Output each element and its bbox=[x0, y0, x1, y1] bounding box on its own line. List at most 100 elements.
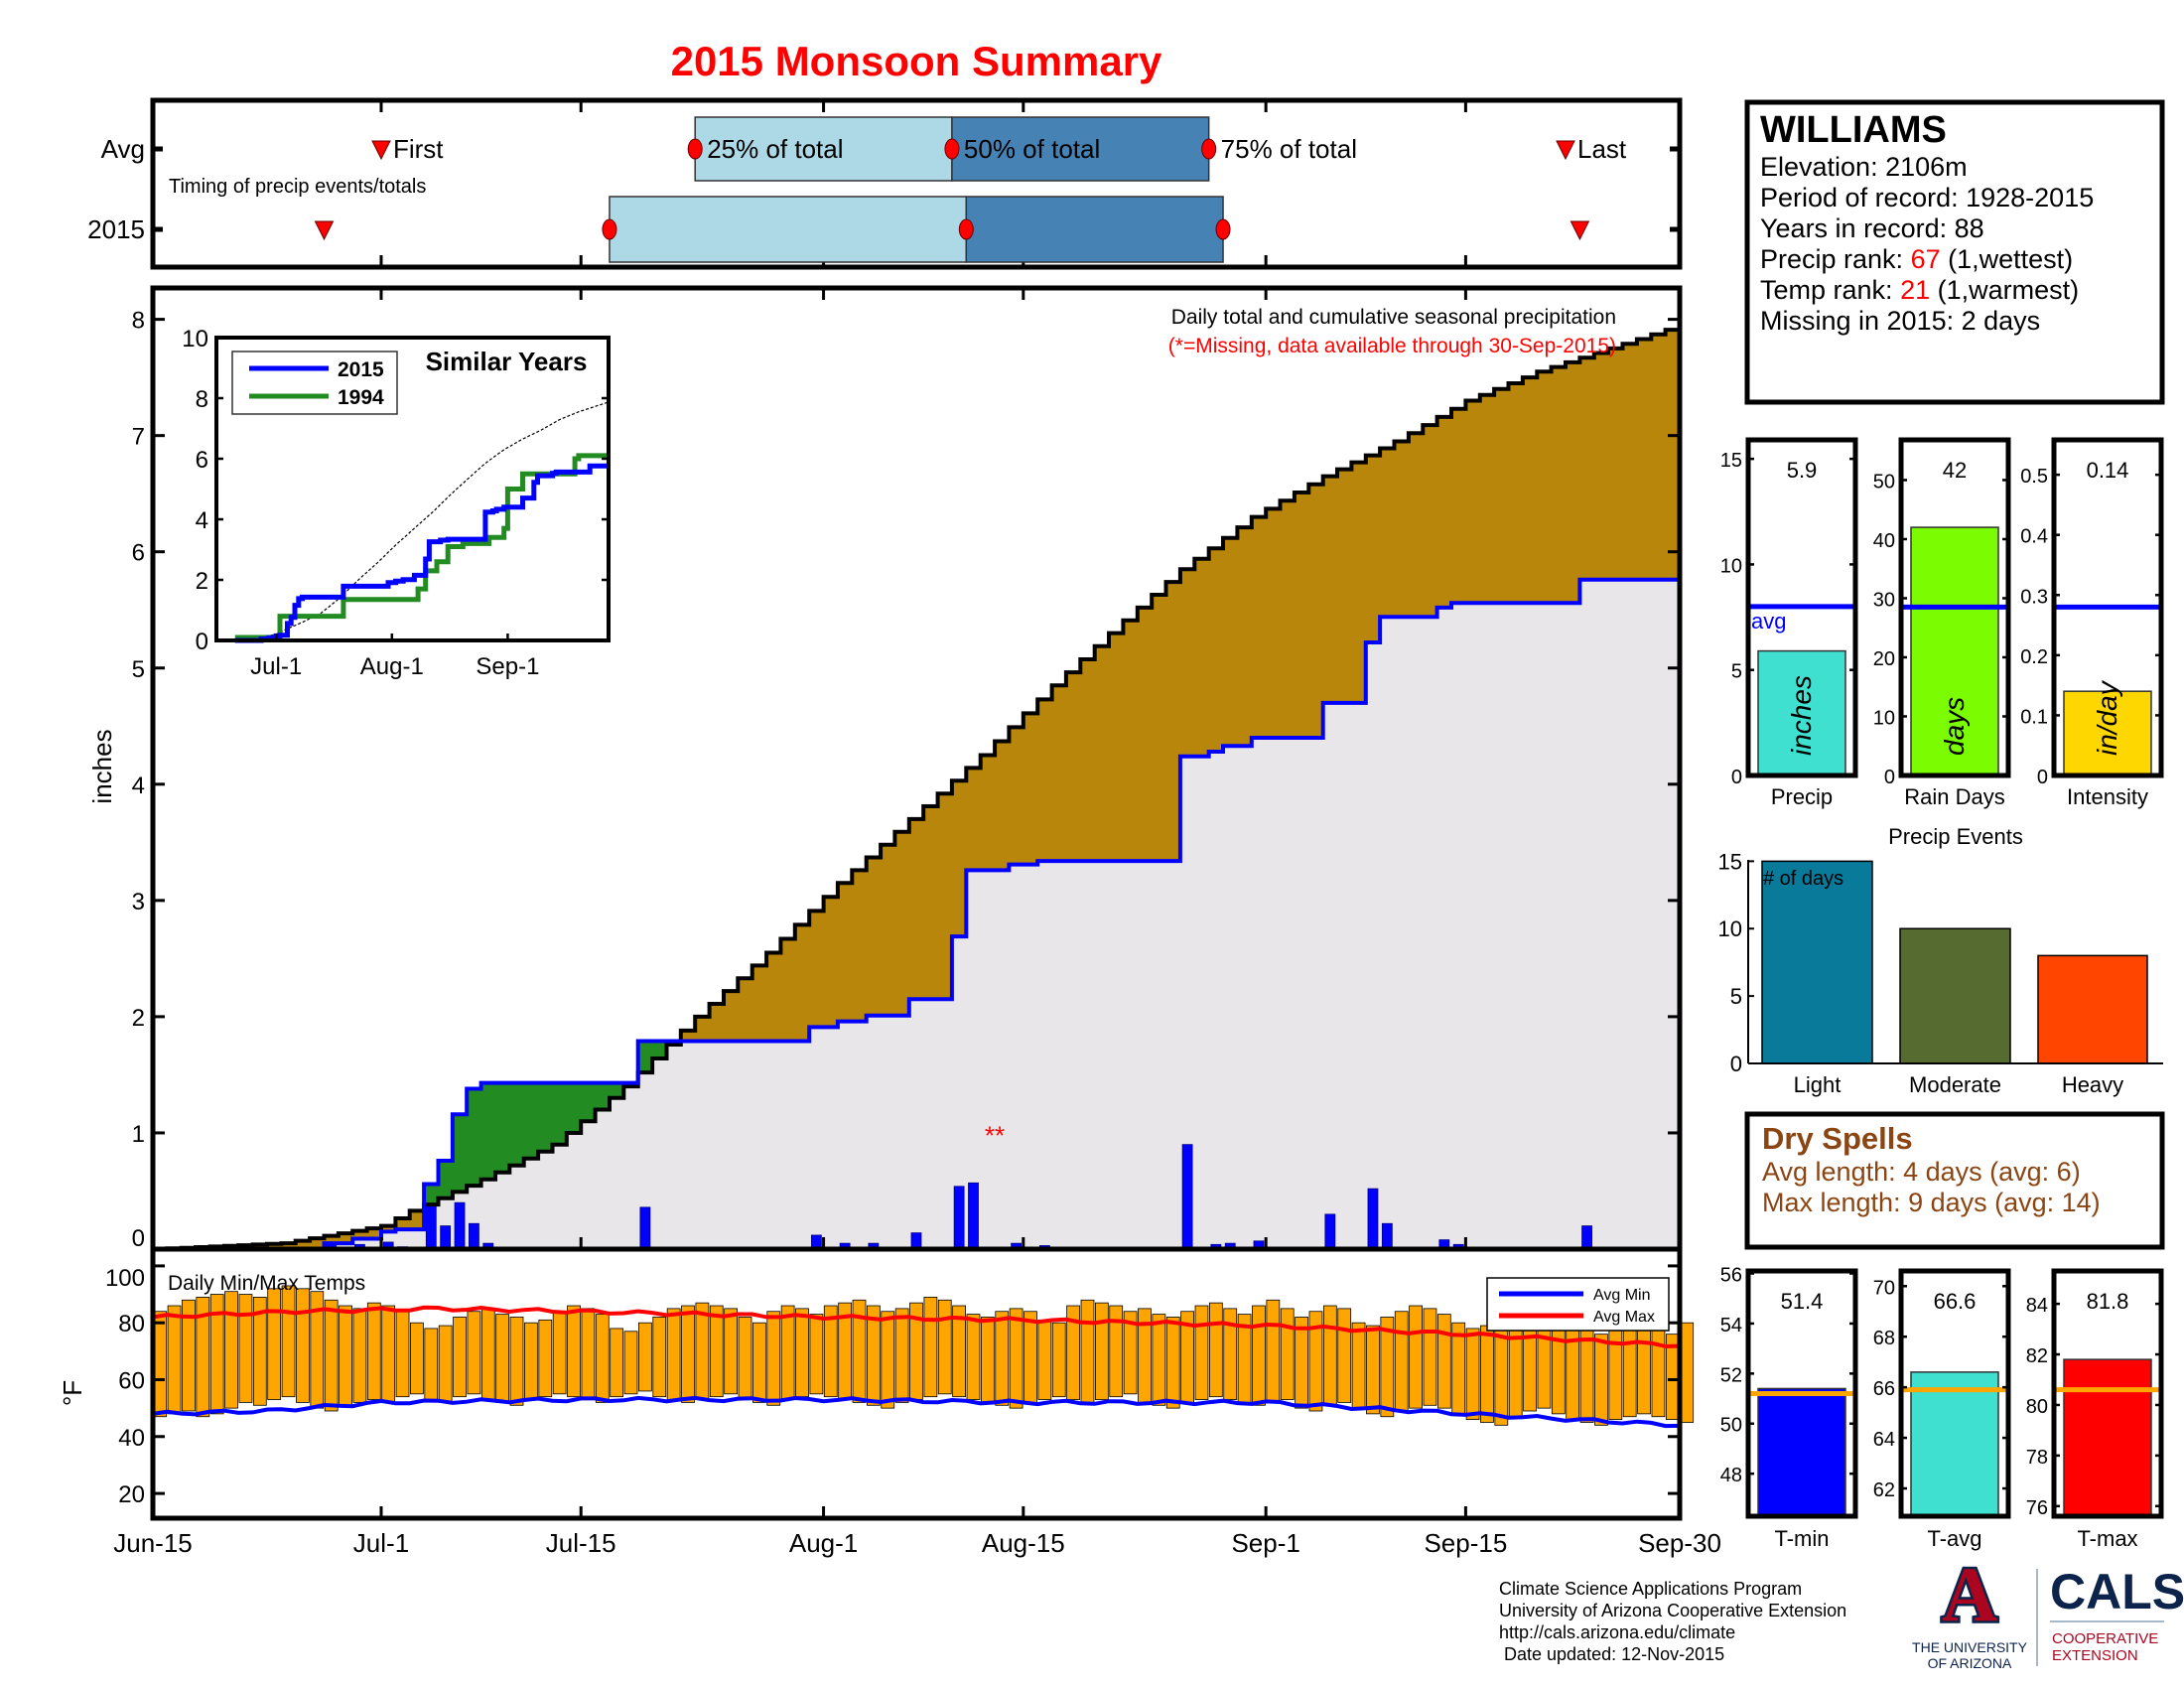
temp-frame bbox=[150, 1246, 1683, 1521]
inset-series-2015 bbox=[234, 463, 609, 643]
daily-temp-bar bbox=[638, 1322, 652, 1392]
cals-wordmark: CALS bbox=[2050, 1564, 2184, 1619]
summary-frame bbox=[1898, 437, 2011, 778]
p25-marker-icon bbox=[602, 218, 617, 240]
daily-precip-bar bbox=[968, 1182, 979, 1250]
temperature-summary-bars: 48 50 52 54 56 51.4 T-min 62 64 66 68 70 66.6 T-avg 76… bbox=[1720, 1265, 2164, 1551]
daily-temp-bar bbox=[339, 1305, 352, 1406]
daily-precip-bar bbox=[440, 1225, 452, 1250]
daily-precip-bar bbox=[469, 1222, 479, 1250]
events-y-tick-label: 0 bbox=[1730, 1052, 1742, 1076]
avg-cumulative-line bbox=[153, 328, 1680, 1251]
daily-temp-bar bbox=[552, 1311, 567, 1395]
temp-rank-label: Temp rank: bbox=[1760, 275, 1900, 305]
ua-logo-line-1: THE UNIVERSITY bbox=[1912, 1639, 2028, 1655]
daily-temp-bar bbox=[1337, 1308, 1352, 1403]
daily-temp-bar bbox=[196, 1297, 210, 1418]
summary-y-tick-label: 0.4 bbox=[2020, 526, 2048, 548]
dry-spells-frame bbox=[1744, 1111, 2165, 1250]
events-y-tick-label: 10 bbox=[1718, 916, 1742, 941]
summary-bar bbox=[2063, 690, 2152, 776]
daily-temp-bar bbox=[567, 1305, 581, 1398]
last-event-marker-icon bbox=[1570, 220, 1590, 241]
date-tick-label: Sep-1 bbox=[1231, 1528, 1299, 1558]
footer-line-3[interactable]: http://cals.arizona.edu/climate bbox=[1499, 1622, 1735, 1642]
daily-temp-bar bbox=[981, 1317, 995, 1403]
summary-frame bbox=[2051, 1268, 2164, 1519]
inset-legend-box bbox=[231, 351, 398, 415]
temp-legend: Avg Min Avg Max bbox=[1486, 1277, 1670, 1332]
avg-min-line bbox=[152, 1395, 1681, 1429]
daily-temp-bar bbox=[595, 1314, 610, 1403]
daily-temp-bar bbox=[238, 1294, 253, 1403]
daily-temp-bar bbox=[1252, 1305, 1266, 1406]
summary-y-tick-label: 48 bbox=[1720, 1465, 1742, 1486]
summary-y-tick-label: 80 bbox=[2026, 1396, 2048, 1418]
last-event-marker-icon bbox=[1556, 140, 1575, 161]
summary-y-tick-label: 0.5 bbox=[2020, 466, 2048, 488]
summary-y-tick-label: 64 bbox=[1873, 1429, 1895, 1451]
summary-y-tick-label: 52 bbox=[1720, 1364, 1742, 1386]
legend-avg-max: Avg Max bbox=[1593, 1309, 1655, 1326]
daily-temp-bar bbox=[524, 1322, 538, 1400]
daily-temp-bar bbox=[538, 1319, 553, 1398]
daily-temp-bar bbox=[1066, 1305, 1080, 1400]
temp-y-tick-label: 80 bbox=[118, 1311, 145, 1337]
daily-temp-bar bbox=[1223, 1308, 1238, 1400]
summary-y-tick-label: 82 bbox=[2026, 1345, 2048, 1367]
daily-temp-bar bbox=[410, 1322, 424, 1395]
daily-temp-bar bbox=[153, 1311, 168, 1418]
daily-temp-bar bbox=[1094, 1302, 1109, 1400]
daily-temp-bar bbox=[1594, 1334, 1608, 1426]
timing-row-label: 2015 bbox=[87, 214, 145, 244]
p25-marker-icon bbox=[687, 138, 703, 160]
summary-y-tick-label: 20 bbox=[1873, 648, 1895, 670]
timing-panel: Avg First 25% of total 50% of total 75% of t… bbox=[87, 97, 1683, 270]
legend-avg-min: Avg Min bbox=[1593, 1287, 1651, 1304]
summary-label: Rain Days bbox=[1904, 784, 2004, 809]
daily-precip-bar bbox=[1324, 1213, 1336, 1250]
daily-temp-bar bbox=[1194, 1305, 1209, 1400]
summary-y-tick-label: 0 bbox=[1884, 767, 1895, 788]
timing-subtitle: Timing of precip events/totals bbox=[169, 176, 426, 198]
first-event-marker-icon bbox=[371, 140, 391, 161]
daily-temp-bar bbox=[937, 1299, 952, 1395]
daily-temp-bar bbox=[167, 1305, 182, 1415]
event-bar-light bbox=[1761, 860, 1873, 1064]
daily-temp-bar bbox=[1366, 1325, 1380, 1415]
base-area bbox=[153, 579, 1680, 1249]
daily-precip-bar bbox=[454, 1201, 466, 1250]
daily-temp-bar bbox=[823, 1305, 838, 1398]
precip-y-tick-label: 5 bbox=[132, 656, 145, 683]
summary-t-min: 48 50 52 54 56 51.4 T-min bbox=[1720, 1265, 1858, 1551]
temp-rank: Temp rank: 21 (1,warmest) bbox=[1760, 275, 2079, 305]
daily-temp-bar bbox=[652, 1317, 667, 1398]
temp-y-tick-label: 40 bbox=[118, 1425, 145, 1452]
dry-spells-box: Dry Spells Avg length: 4 days (avg: 6) M… bbox=[1744, 1111, 2165, 1250]
summary-y-tick-label: 10 bbox=[1873, 707, 1895, 729]
daily-temp-bar bbox=[894, 1308, 909, 1403]
daily-temp-bar bbox=[610, 1328, 624, 1398]
precip-y-tick-label: 3 bbox=[132, 889, 145, 915]
summary-y-tick-label: 15 bbox=[1720, 450, 1742, 472]
summary-bar bbox=[1757, 1387, 1846, 1517]
daily-temp-bar bbox=[1322, 1305, 1337, 1406]
daily-temp-bar bbox=[666, 1308, 681, 1400]
summary-bar bbox=[2063, 1358, 2152, 1517]
timing-frame bbox=[150, 97, 1683, 270]
station-elevation: Elevation: 2106m bbox=[1760, 152, 1968, 182]
timing-box-50-75 bbox=[951, 116, 1210, 182]
p50-marker-icon bbox=[944, 138, 960, 160]
daily-temp-bar bbox=[1280, 1308, 1295, 1400]
daily-precip-bar bbox=[1181, 1144, 1193, 1250]
p50-marker-icon bbox=[958, 218, 974, 240]
daily-temp-bar bbox=[182, 1299, 196, 1412]
daily-temp-bar bbox=[224, 1291, 238, 1409]
daily-precip-bar bbox=[1367, 1188, 1379, 1250]
precip-y-tick-label: 4 bbox=[132, 773, 145, 799]
summary-label: Precip bbox=[1771, 784, 1833, 809]
summary-y-tick-label: 0.1 bbox=[2020, 706, 2048, 728]
daily-temp-bar bbox=[1266, 1299, 1281, 1403]
dry-spells-max: Max length: 9 days (avg: 14) bbox=[1762, 1188, 2101, 1217]
